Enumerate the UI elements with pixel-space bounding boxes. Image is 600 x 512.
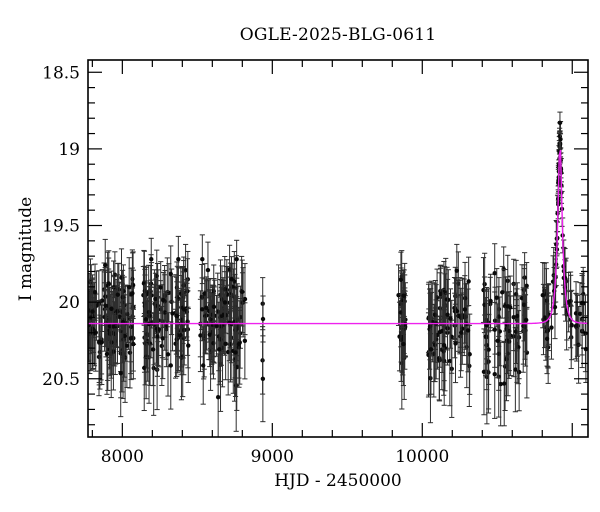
x-tick-label: 9000 xyxy=(251,447,294,467)
chart-title: OGLE-2025-BLG-0611 xyxy=(239,25,437,45)
y-tick-label: 19.5 xyxy=(42,217,80,237)
y-tick-label: 18.5 xyxy=(42,63,80,83)
x-tick-label: 8000 xyxy=(101,447,144,467)
y-tick-label: 19 xyxy=(58,140,80,160)
y-tick-label: 20 xyxy=(58,293,80,313)
x-axis-title: HJD - 2450000 xyxy=(274,471,402,491)
y-tick-label: 20.5 xyxy=(42,370,80,390)
x-tick-label: 10000 xyxy=(395,447,449,467)
